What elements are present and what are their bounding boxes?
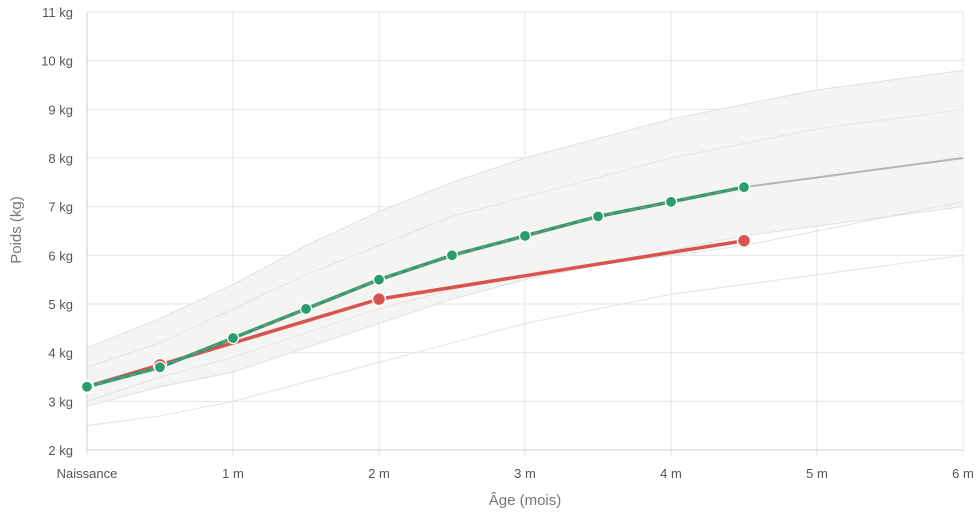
green-series-point: [664, 195, 678, 208]
green-series-point: [80, 380, 94, 393]
y-axis-title: Poids (kg): [8, 196, 25, 264]
x-tick-label: 4 m: [660, 466, 682, 481]
green-series-point: [445, 249, 459, 262]
axes: 2 kg 3 kg 4 kg 5 kg 6 kg 7 kg 8 kg 9 kg 10 kg 11 …: [41, 5, 974, 481]
x-tick-label: 6 m: [952, 466, 974, 481]
red-series-point: [371, 291, 387, 307]
y-tick-label: 2 kg: [48, 443, 73, 458]
x-axis-title: Âge (mois): [489, 492, 562, 509]
y-tick-label: 8 kg: [48, 151, 73, 166]
green-series-point: [153, 361, 167, 374]
reference-curve: [86, 108, 964, 368]
green-series-dash: [86, 186, 745, 388]
y-tick-label: 11 kg: [42, 5, 73, 20]
series: [86, 157, 964, 389]
green-series-point: [518, 229, 532, 242]
y-tick-label: 6 kg: [48, 248, 73, 263]
green-series-point: [372, 273, 386, 286]
points: [79, 181, 752, 394]
green-series-point: [226, 331, 240, 345]
x-tick-label: 1 m: [222, 466, 244, 481]
band-lower-line: [86, 206, 964, 407]
y-tick-label: 10 kg: [41, 54, 73, 69]
green-series-point: [737, 181, 751, 194]
red-series-point: [736, 233, 752, 248]
green-series-point: [591, 210, 605, 223]
y-tick-label: 4 kg: [48, 346, 73, 361]
projection-line: [743, 157, 964, 189]
y-tick-label: 9 kg: [48, 102, 73, 117]
y-tick-label: 3 kg: [48, 394, 73, 409]
band-upper-line: [86, 69, 964, 349]
y-tick-label: 5 kg: [48, 297, 73, 312]
x-tick-label: 2 m: [368, 466, 390, 481]
x-tick-label: 5 m: [806, 466, 828, 481]
x-tick-label: Naissance: [57, 466, 118, 481]
x-tick-label: 3 m: [514, 466, 536, 481]
reference-curve: [86, 254, 964, 427]
y-tick-label: 7 kg: [48, 200, 73, 215]
green-series-point: [299, 302, 313, 315]
